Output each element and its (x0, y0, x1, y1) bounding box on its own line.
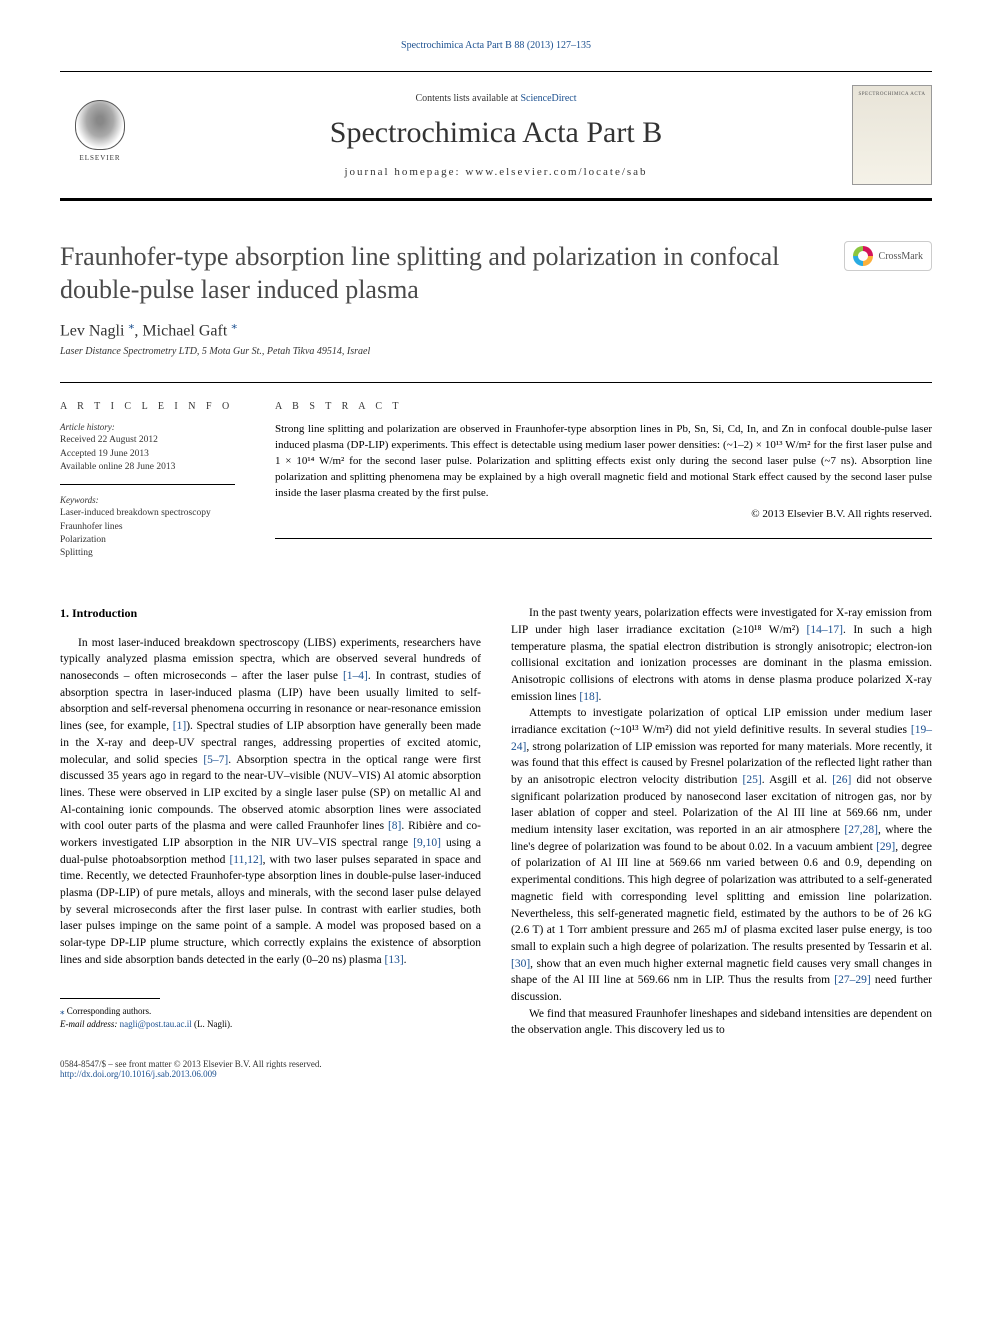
page-container: Spectrochimica Acta Part B 88 (2013) 127… (0, 0, 992, 1109)
sciencedirect-link[interactable]: ScienceDirect (520, 93, 576, 104)
history-received: Received 22 August 2012 (60, 434, 235, 447)
issn-line: 0584-8547/$ – see front matter © 2013 El… (60, 1059, 322, 1069)
history-online: Available online 28 June 2013 (60, 461, 235, 474)
history-block: Article history: Received 22 August 2012… (60, 422, 235, 485)
running-header: Spectrochimica Acta Part B 88 (2013) 127… (60, 40, 932, 51)
abstract-text: Strong line splitting and polarization a… (275, 422, 932, 502)
footer-left: 0584-8547/$ – see front matter © 2013 El… (60, 1059, 322, 1079)
article-info-col: a r t i c l e i n f o Article history: R… (60, 401, 255, 560)
journal-homepage: journal homepage: www.elsevier.com/locat… (140, 166, 852, 178)
cover-label: SPECTROCHIMICA ACTA (858, 92, 925, 97)
page-footer: 0584-8547/$ – see front matter © 2013 El… (60, 1059, 932, 1079)
journal-cover-thumb: SPECTROCHIMICA ACTA (852, 85, 932, 185)
body-paragraph: In most laser-induced breakdown spectros… (60, 635, 481, 968)
history-accepted: Accepted 19 June 2013 (60, 448, 235, 461)
affiliation: Laser Distance Spectrometry LTD, 5 Mota … (60, 346, 932, 357)
email-link[interactable]: nagli@post.tau.ac.il (120, 1019, 192, 1029)
copyright-line: © 2013 Elsevier B.V. All rights reserved… (275, 508, 932, 520)
email-footnote: E-mail address: nagli@post.tau.ac.il (L.… (60, 1018, 481, 1031)
doi-link[interactable]: http://dx.doi.org/10.1016/j.sab.2013.06.… (60, 1069, 217, 1079)
info-abstract-row: a r t i c l e i n f o Article history: R… (60, 382, 932, 560)
email-suffix: (L. Nagli). (192, 1019, 233, 1029)
homepage-url[interactable]: www.elsevier.com/locate/sab (465, 166, 647, 178)
crossmark-label: CrossMark (879, 251, 923, 262)
corresponding-marker: ⁎ (60, 1006, 65, 1016)
keyword-item: Laser-induced breakdown spectroscopy (60, 507, 235, 520)
journal-banner: ELSEVIER Contents lists available at Sci… (60, 71, 932, 201)
keyword-item: Splitting (60, 547, 235, 560)
elsevier-tree-icon (75, 100, 125, 150)
article-title: Fraunhofer-type absorption line splittin… (60, 241, 932, 306)
journal-title: Spectrochimica Acta Part B (140, 116, 852, 150)
article-header: CrossMark Fraunhofer-type absorption lin… (60, 241, 932, 357)
body-paragraph: In the past twenty years, polarization e… (511, 605, 932, 705)
corresponding-text: Corresponding authors. (67, 1006, 152, 1016)
corresponding-footnote: ⁎ Corresponding authors. (60, 1005, 481, 1018)
body-paragraph: We find that measured Fraunhofer linesha… (511, 1006, 932, 1039)
body-columns: 1. Introduction In most laser-induced br… (60, 605, 932, 1038)
crossmark-badge[interactable]: CrossMark (844, 241, 932, 271)
homepage-label: journal homepage: (344, 166, 465, 178)
banner-center: Contents lists available at ScienceDirec… (140, 93, 852, 178)
footnote-separator (60, 998, 160, 999)
authors-line: Lev Nagli ⁎, Michael Gaft ⁎ (60, 318, 932, 340)
contents-prefix: Contents lists available at (415, 93, 520, 104)
email-label: E-mail address: (60, 1019, 120, 1029)
abstract-col: a b s t r a c t Strong line splitting an… (255, 401, 932, 560)
contents-available-line: Contents lists available at ScienceDirec… (140, 93, 852, 104)
publisher-logo-block: ELSEVIER (60, 100, 140, 170)
publisher-name: ELSEVIER (79, 154, 120, 162)
keyword-item: Fraunhofer lines (60, 521, 235, 534)
keyword-item: Polarization (60, 534, 235, 547)
keywords-label: Keywords: (60, 495, 235, 505)
right-column: In the past twenty years, polarization e… (511, 605, 932, 1038)
intro-heading: 1. Introduction (60, 605, 481, 622)
elsevier-logo-icon: ELSEVIER (70, 100, 130, 170)
body-paragraph: Attempts to investigate polarization of … (511, 705, 932, 1005)
left-column: 1. Introduction In most laser-induced br… (60, 605, 481, 1038)
history-label: Article history: (60, 422, 235, 432)
abstract-divider (275, 538, 932, 539)
abstract-label: a b s t r a c t (275, 401, 932, 412)
article-info-label: a r t i c l e i n f o (60, 401, 235, 412)
crossmark-icon (853, 246, 873, 266)
